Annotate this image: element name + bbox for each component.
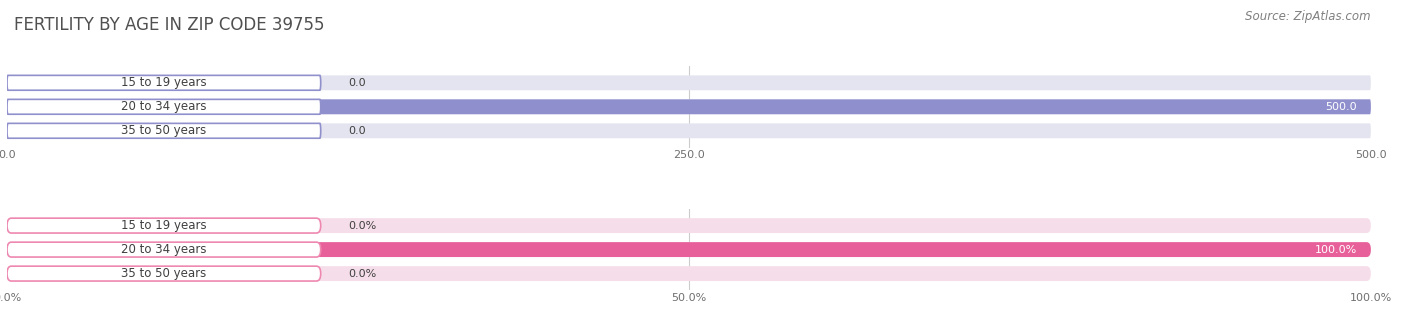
- FancyBboxPatch shape: [7, 99, 1371, 114]
- FancyBboxPatch shape: [7, 75, 1371, 90]
- FancyBboxPatch shape: [7, 123, 321, 138]
- FancyBboxPatch shape: [7, 266, 1371, 281]
- Text: 20 to 34 years: 20 to 34 years: [121, 100, 207, 113]
- FancyBboxPatch shape: [7, 242, 1371, 257]
- FancyBboxPatch shape: [7, 218, 321, 233]
- Text: 15 to 19 years: 15 to 19 years: [121, 219, 207, 232]
- Text: 500.0: 500.0: [1326, 102, 1357, 112]
- Text: Source: ZipAtlas.com: Source: ZipAtlas.com: [1246, 10, 1371, 23]
- Text: 15 to 19 years: 15 to 19 years: [121, 76, 207, 89]
- Text: FERTILITY BY AGE IN ZIP CODE 39755: FERTILITY BY AGE IN ZIP CODE 39755: [14, 16, 325, 35]
- Text: 0.0: 0.0: [347, 78, 366, 88]
- FancyBboxPatch shape: [7, 75, 321, 90]
- Text: 20 to 34 years: 20 to 34 years: [121, 243, 207, 256]
- FancyBboxPatch shape: [7, 242, 321, 257]
- Text: 100.0%: 100.0%: [1315, 245, 1357, 255]
- Text: 0.0: 0.0: [347, 126, 366, 136]
- Text: 35 to 50 years: 35 to 50 years: [121, 267, 207, 280]
- FancyBboxPatch shape: [7, 218, 1371, 233]
- Text: 0.0%: 0.0%: [347, 220, 377, 231]
- FancyBboxPatch shape: [7, 99, 1371, 114]
- FancyBboxPatch shape: [7, 99, 321, 114]
- Text: 0.0%: 0.0%: [347, 269, 377, 279]
- FancyBboxPatch shape: [7, 123, 1371, 138]
- Text: 35 to 50 years: 35 to 50 years: [121, 124, 207, 137]
- FancyBboxPatch shape: [7, 242, 1371, 257]
- FancyBboxPatch shape: [7, 266, 321, 281]
